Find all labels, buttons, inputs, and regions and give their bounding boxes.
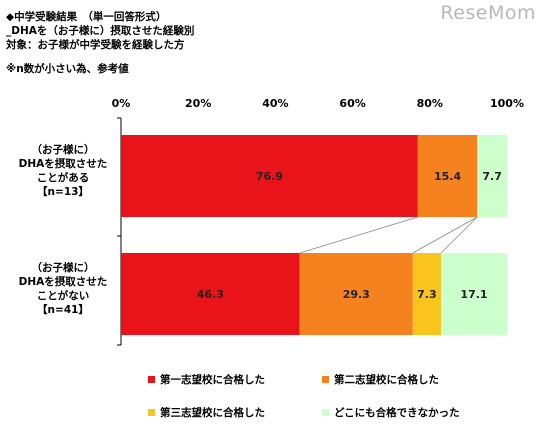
resemom-logo: ReseMom [440,2,536,24]
bar-segment [417,135,478,217]
bar-segment [477,135,507,217]
bar-segment [412,253,441,335]
data-label: 29.3 [343,288,370,301]
data-label: 76.9 [256,170,283,183]
category-label: ことがある [37,171,90,184]
x-tick-label: 100% [490,97,524,110]
legend-swatch [322,409,329,416]
data-label: 17.1 [460,288,487,301]
x-tick-label: 40% [262,97,288,110]
chart-subtitle: _DHAを（お子様に）摂取させた経験別 [6,25,195,37]
category-label: （お子様に） [32,143,95,156]
category-label: 【n=41】 [37,303,89,316]
data-label: 15.4 [434,170,461,183]
legend-label: 第二志望校に合格した [334,373,439,386]
chart-title: ◆中学受験結果 （単一回答形式） [6,11,167,23]
series-connector-line [440,216,478,254]
x-tick-label: 0% [112,97,131,110]
chart-note: ※n数が小さい為、参考値 [6,63,129,75]
series-connector-line [299,216,418,254]
x-tick-label: 80% [417,97,443,110]
bar-segment [121,135,418,217]
x-tick-label: 20% [185,97,211,110]
chart-header: ◆中学受験結果 （単一回答形式） _DHAを（お子様に）摂取させた経験別 対象：… [6,10,194,76]
data-label: 7.3 [417,288,437,301]
legend-swatch [148,376,155,383]
bar-segment [440,253,507,335]
category-label: DHAを摂取させた [19,157,108,170]
legend-label: 第三志望校に合格した [160,406,265,419]
legend-label: どこにも合格できなかった [334,406,460,419]
bar-segment [121,253,300,335]
category-label: DHAを摂取させた [19,275,108,288]
data-label: 7.7 [482,170,502,183]
data-label: 46.3 [197,288,224,301]
x-tick-label: 60% [339,97,365,110]
category-label: 【n=13】 [37,185,89,198]
category-label: （お子様に） [32,261,95,274]
legend-swatch [148,409,155,416]
legend-swatch [322,376,329,383]
bar-segment [299,253,413,335]
chart-target: 対象：お子様が中学受験を経験した方 [6,39,185,51]
series-connector-line [412,216,478,254]
legend-label: 第一志望校に合格した [160,373,265,386]
category-label: ことがない [37,289,90,302]
